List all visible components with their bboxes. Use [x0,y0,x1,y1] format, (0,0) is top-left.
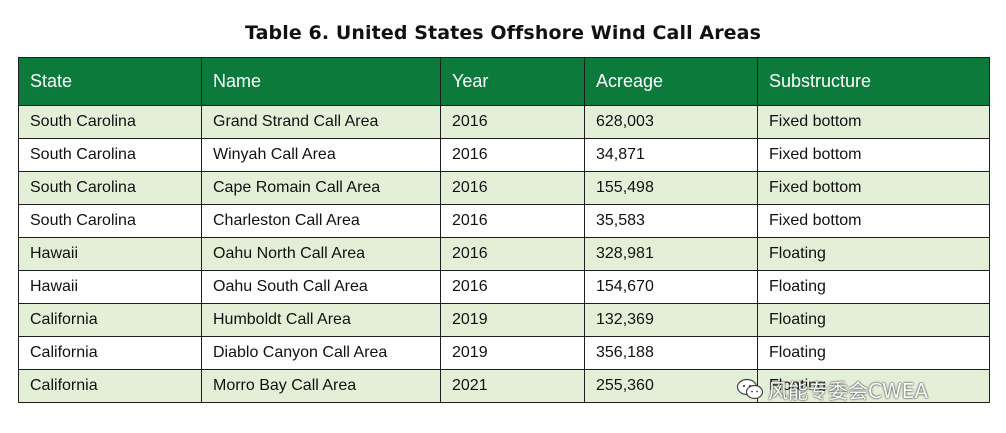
cell-name: Diablo Canyon Call Area [201,336,441,370]
cell-name: Cape Romain Call Area [201,171,441,205]
cell-acreage: 155,498 [584,171,758,205]
cell-state: South Carolina [18,105,202,139]
table-row: California Morro Bay Call Area 2021 255,360… [18,369,990,403]
call-areas-table: State Name Year Acreage Substructure Sou… [18,57,990,403]
cell-name: Oahu North Call Area [201,237,441,271]
table-title: Table 6. United States Offshore Wind Cal… [245,22,761,44]
cell-year: 2016 [440,105,585,139]
table-row: South Carolina Cape Romain Call Area 2016 1… [18,171,990,205]
cell-year: 2016 [440,138,585,172]
table-row: California Diablo Canyon Call Area 2019 356… [18,336,990,370]
cell-acreage: 255,360 [584,369,758,403]
wechat-icon [736,378,764,400]
cell-state: South Carolina [18,138,202,172]
cell-year: 2016 [440,204,585,238]
table-row: Hawaii Oahu North Call Area 2016 328,981 Flo… [18,237,990,271]
cell-acreage: 628,003 [584,105,758,139]
cell-substructure: Floating [757,237,990,271]
cell-substructure: Floating [757,369,990,403]
table-row: California Humboldt Call Area 2019 132,369 F… [18,303,990,337]
cell-state: South Carolina [18,204,202,238]
cell-year: 2016 [440,270,585,304]
table-body: South Carolina Grand Strand Call Area 2016… [18,105,990,403]
cell-substructure: Fixed bottom [757,105,990,139]
cell-substructure: Floating [757,270,990,304]
cell-substructure: Fixed bottom [757,138,990,172]
cell-state: Hawaii [18,270,202,304]
cell-substructure: Floating [757,303,990,337]
table-row: South Carolina Winyah Call Area 2016 34,871… [18,138,990,172]
cell-year: 2019 [440,336,585,370]
column-header-year: Year [440,57,585,106]
watermark: 风能专委会CWEA [736,374,928,404]
cell-state: South Carolina [18,171,202,205]
table-row: Hawaii Oahu South Call Area 2016 154,670 Flo… [18,270,990,304]
column-header-name: Name [201,57,441,106]
cell-state: California [18,336,202,370]
cell-name: Winyah Call Area [201,138,441,172]
cell-acreage: 356,188 [584,336,758,370]
cell-state: California [18,303,202,337]
cell-acreage: 35,583 [584,204,758,238]
cell-name: Humboldt Call Area [201,303,441,337]
cell-state: California [18,369,202,403]
column-header-state: State [18,57,202,106]
cell-year: 2016 [440,237,585,271]
cell-substructure: Floating [757,336,990,370]
cell-acreage: 132,369 [584,303,758,337]
table-header-row: State Name Year Acreage Substructure [18,57,990,106]
cell-year: 2019 [440,303,585,337]
cell-substructure: Fixed bottom [757,171,990,205]
cell-name: Grand Strand Call Area [201,105,441,139]
column-header-acreage: Acreage [584,57,758,106]
cell-acreage: 328,981 [584,237,758,271]
watermark-text: 风能专委会CWEA [768,378,929,403]
cell-year: 2021 [440,369,585,403]
cell-substructure: Fixed bottom [757,204,990,238]
cell-acreage: 154,670 [584,270,758,304]
cell-acreage: 34,871 [584,138,758,172]
cell-name: Oahu South Call Area [201,270,441,304]
cell-state: Hawaii [18,237,202,271]
cell-year: 2016 [440,171,585,205]
table-row: South Carolina Grand Strand Call Area 2016… [18,105,990,139]
column-header-substructure: Substructure [757,57,990,106]
cell-name: Charleston Call Area [201,204,441,238]
table-row: South Carolina Charleston Call Area 2016 35… [18,204,990,238]
cell-name: Morro Bay Call Area [201,369,441,403]
